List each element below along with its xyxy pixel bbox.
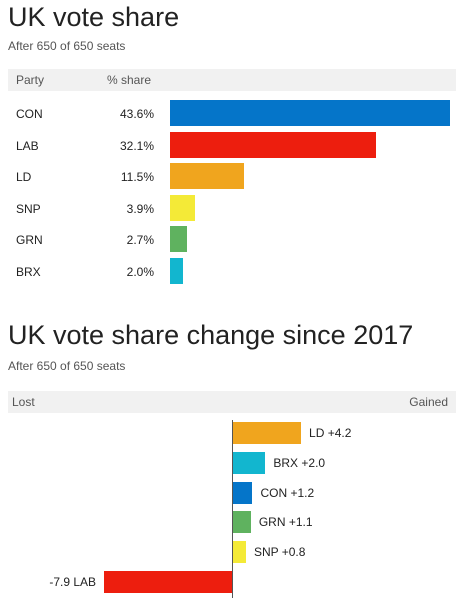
gained-header: Gained bbox=[409, 395, 448, 409]
share-row: BRX 2.0% bbox=[8, 257, 456, 287]
change-bar bbox=[233, 511, 251, 534]
change-bar bbox=[233, 541, 246, 564]
share-value: 32.1% bbox=[119, 138, 154, 153]
share-bar bbox=[170, 194, 196, 221]
party-column-header: Party bbox=[16, 73, 45, 87]
share-row: SNP 3.9% bbox=[8, 194, 456, 224]
party-label: BRX bbox=[16, 264, 41, 279]
change-label: BRX +2.0 bbox=[273, 455, 326, 470]
share-bar bbox=[170, 131, 377, 158]
change-bar bbox=[233, 451, 266, 474]
party-label: LAB bbox=[16, 138, 39, 153]
party-label: CON bbox=[16, 107, 43, 121]
share-row: CON 43.6% bbox=[8, 99, 456, 129]
chart1-subtitle: After 650 of 650 seats bbox=[8, 39, 126, 53]
party-label: LD bbox=[16, 170, 32, 184]
chart2-header: Lost Gained bbox=[8, 391, 456, 413]
share-row: LD 11.5% bbox=[8, 162, 456, 192]
share-bar bbox=[170, 100, 450, 126]
change-label: SNP +0.8 bbox=[253, 545, 306, 560]
share-value: 11.5% bbox=[120, 170, 154, 184]
share-bar bbox=[170, 163, 244, 189]
chart1-title: UK vote share bbox=[8, 2, 180, 32]
share-row: GRN 2.7% bbox=[8, 225, 456, 255]
share-column-header: % share bbox=[107, 73, 152, 87]
chart2-title: UK vote share change since 2017 bbox=[8, 320, 414, 350]
chart2-subtitle: After 650 of 650 seats bbox=[8, 359, 126, 373]
change-label: GRN +1.1 bbox=[258, 515, 313, 530]
change-bar bbox=[233, 422, 302, 444]
chart1-header: Party % share bbox=[8, 69, 456, 91]
share-bar bbox=[170, 257, 183, 284]
change-label: CON +1.2 bbox=[260, 485, 315, 500]
party-label: GRN bbox=[16, 233, 43, 247]
share-value: 3.9% bbox=[126, 201, 154, 216]
share-row: LAB 32.1% bbox=[8, 131, 456, 161]
change-bar bbox=[104, 571, 232, 593]
share-value: 2.0% bbox=[126, 264, 154, 279]
party-label: SNP bbox=[16, 201, 41, 216]
change-label: -7.9 LAB bbox=[49, 575, 97, 589]
change-bar bbox=[233, 481, 253, 504]
share-value: 43.6% bbox=[119, 107, 154, 121]
share-value: 2.7% bbox=[126, 233, 154, 247]
share-bar bbox=[170, 226, 188, 252]
zero-axis-line bbox=[232, 420, 233, 598]
change-label: LD +4.2 bbox=[309, 426, 352, 440]
lost-header: Lost bbox=[12, 395, 35, 409]
